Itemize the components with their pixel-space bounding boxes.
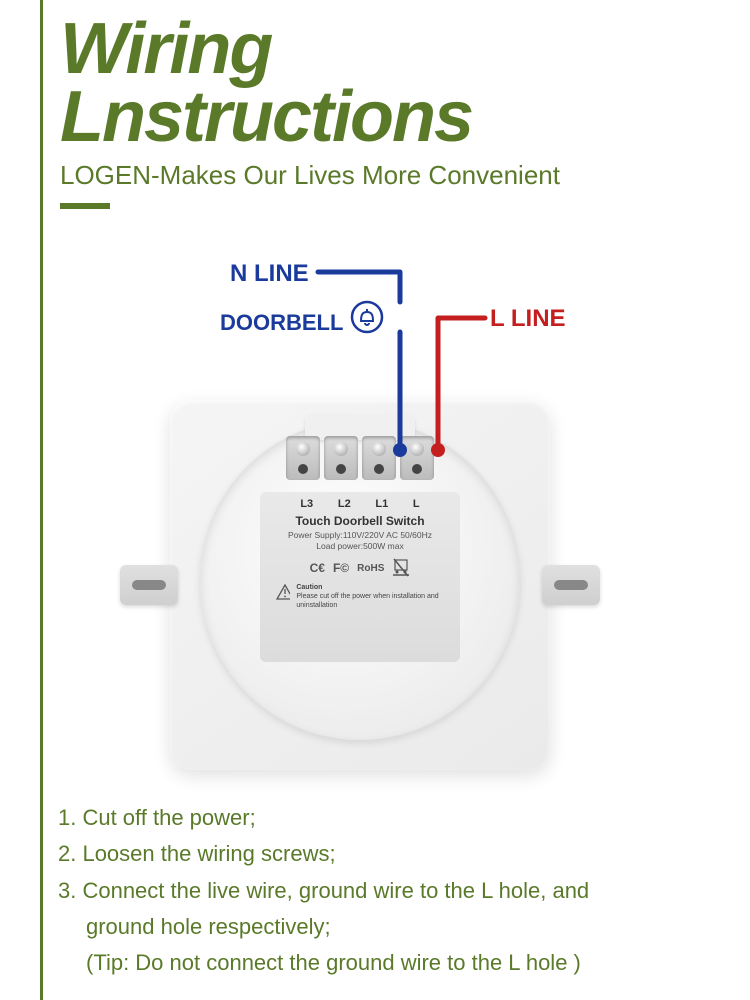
rohs-mark: RoHS	[357, 563, 384, 574]
header: Wiring Lnstructions LOGEN-Makes Our Live…	[60, 15, 560, 209]
subtitle: LOGEN-Makes Our Lives More Convenient	[60, 160, 560, 191]
accent-bar	[60, 203, 110, 209]
info-label: L3 L2 L1 L Touch Doorbell Switch Power S…	[260, 492, 460, 662]
step-1: 1. Cut off the power;	[58, 800, 698, 836]
title-line2: Lnstructions	[60, 83, 560, 151]
l-line-label: L LINE	[490, 305, 566, 333]
warning-icon	[276, 584, 290, 600]
device-title: Touch Doorbell Switch	[268, 514, 452, 528]
mount-tab-left	[120, 565, 178, 605]
terminal-l1	[362, 436, 396, 480]
caution-text: Caution Please cut off the power when in…	[296, 584, 444, 610]
weee-icon	[392, 558, 410, 578]
doorbell-label: DOORBELL	[220, 310, 343, 336]
wire-n-upper	[318, 272, 400, 302]
instructions-list: 1. Cut off the power; 2. Loosen the wiri…	[58, 800, 698, 981]
terminal-l3	[286, 436, 320, 480]
power-supply: Power Supply:110V/220V AC 50/60Hz	[268, 530, 452, 541]
load-power: Load power:500W max	[268, 541, 452, 552]
term-label-l1: L1	[375, 498, 388, 510]
ce-mark: C€	[310, 561, 325, 575]
terminal-l	[400, 436, 434, 480]
term-label-l3: L3	[300, 498, 313, 510]
switch-back-plate: L3 L2 L1 L Touch Doorbell Switch Power S…	[170, 400, 550, 770]
step-2: 2. Loosen the wiring screws;	[58, 836, 698, 872]
mount-tab-right	[542, 565, 600, 605]
wiring-diagram: N LINE DOORBELL L LINE L3 L2 L1	[0, 240, 750, 780]
cert-row: C€ F© RoHS	[268, 558, 452, 578]
switch-body: L3 L2 L1 L Touch Doorbell Switch Power S…	[200, 420, 520, 740]
step-3a: 3. Connect the live wire, ground wire to…	[58, 873, 698, 909]
bell-icon	[350, 300, 384, 334]
fc-mark: F©	[333, 561, 349, 575]
title-line1: Wiring	[60, 15, 560, 83]
term-label-l2: L2	[338, 498, 351, 510]
tip: (Tip: Do not connect the ground wire to …	[58, 945, 698, 981]
step-3b: ground hole respectively;	[58, 909, 698, 945]
term-label-l: L	[413, 498, 420, 510]
n-line-label: N LINE	[230, 260, 309, 288]
terminal-block	[280, 436, 440, 480]
terminal-l2	[324, 436, 358, 480]
